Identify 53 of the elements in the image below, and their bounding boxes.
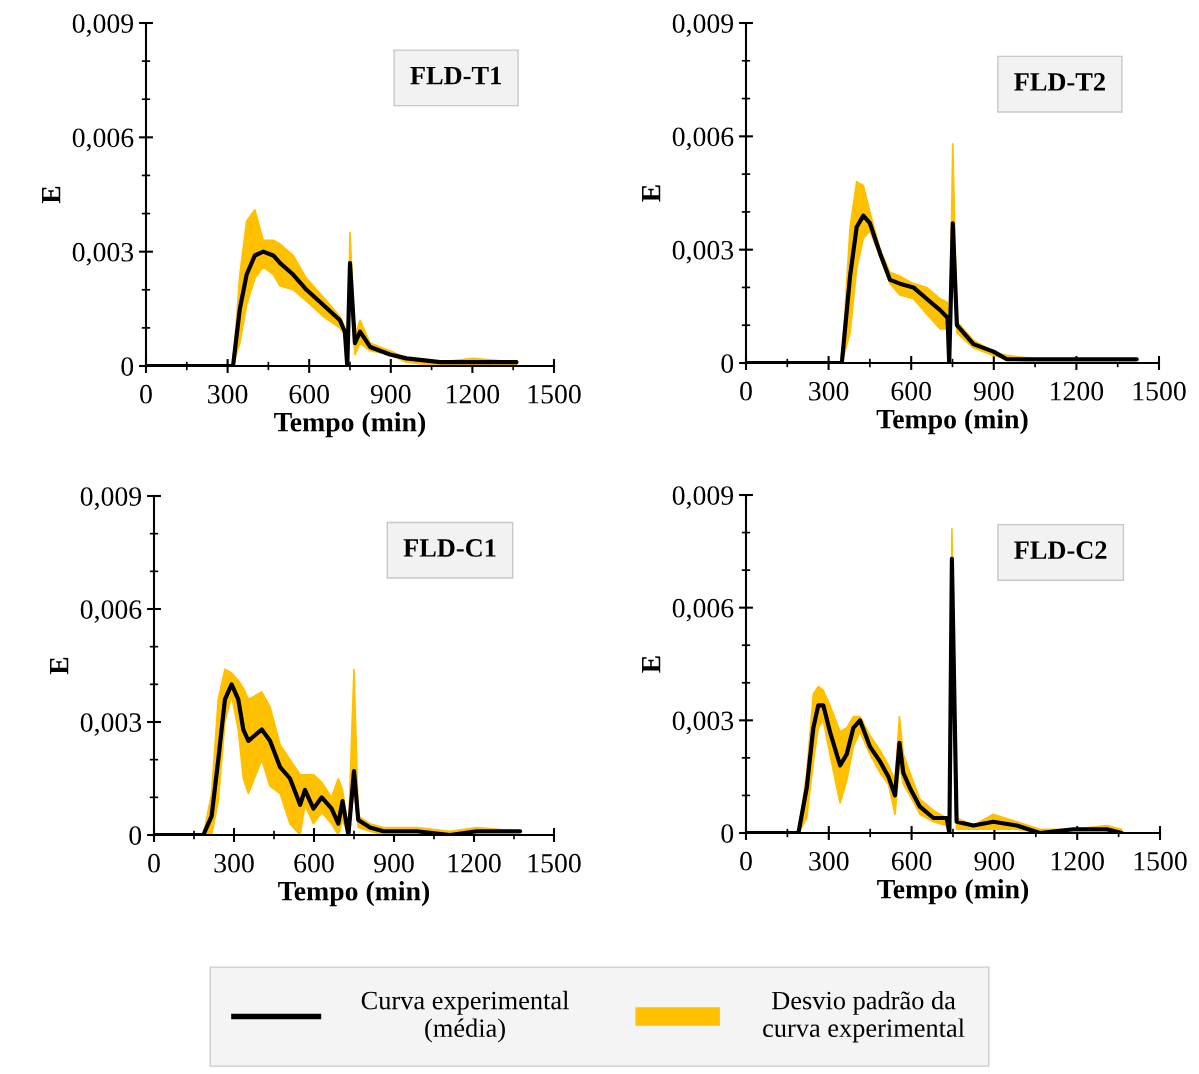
x-tick-label: 600 xyxy=(289,384,329,404)
x-tick-label: 300 xyxy=(208,384,248,404)
y-tick-label: 0,003 xyxy=(80,713,142,736)
y-axis-title: E xyxy=(50,657,69,675)
legend-label: Curva experimental (média) xyxy=(361,990,569,1043)
x-tick-label: 300 xyxy=(809,381,849,401)
x-tick-label: 300 xyxy=(809,851,849,871)
x-tick-label: 900 xyxy=(974,851,1015,871)
y-tick-label: 0,003 xyxy=(72,242,134,266)
y-tick-label: 0,006 xyxy=(72,128,134,152)
x-tick-label: 1200 xyxy=(1051,851,1104,871)
x-tick-label: 600 xyxy=(294,853,334,873)
x-tick-label: 1200 xyxy=(448,853,501,873)
y-tick-label: 0 xyxy=(121,357,134,376)
x-tick-label: 900 xyxy=(973,381,1014,401)
x-axis-title: Tempo (min) xyxy=(274,412,426,438)
y-tick-label: 0,009 xyxy=(672,486,734,509)
x-tick-label: 1500 xyxy=(1133,381,1186,401)
y-tick-label: 0,009 xyxy=(72,14,134,37)
text: Desvio padrão da curva experimental xyxy=(763,990,965,1043)
annotation: FLD-C2 xyxy=(1014,541,1107,560)
x-tick-label: 1200 xyxy=(1051,381,1104,401)
y-axis-title: E xyxy=(642,185,661,202)
x-axis-title: Tempo (min) xyxy=(876,409,1028,435)
y-tick-label: 0,003 xyxy=(672,240,734,264)
x-axis-title: Tempo (min) xyxy=(877,879,1029,905)
y-tick-label: 0,009 xyxy=(672,14,734,37)
x-tick-label: 0 xyxy=(148,853,160,873)
annotation: FLD-T1 xyxy=(410,66,501,85)
y-tick-label: 0,009 xyxy=(80,487,142,510)
x-tick-label: 1500 xyxy=(528,384,581,404)
x-tick-label: 1500 xyxy=(1134,851,1187,871)
y-tick-label: 0,006 xyxy=(672,127,734,151)
annotation: FLD-C1 xyxy=(403,539,496,557)
y-tick-label: 0 xyxy=(721,354,734,373)
x-tick-label: 600 xyxy=(891,851,932,871)
y-tick-label: 0,006 xyxy=(672,598,734,622)
y-tick-label: 0,006 xyxy=(80,600,142,623)
x-tick-label: 1200 xyxy=(447,384,500,404)
y-axis-title: E xyxy=(42,186,61,204)
y-axis-title: E xyxy=(642,656,661,673)
x-tick-label: 1500 xyxy=(528,853,581,873)
x-axis-title: Tempo (min) xyxy=(278,881,430,907)
x-tick-label: 300 xyxy=(214,853,254,873)
y-tick-label: 0,003 xyxy=(672,711,734,735)
x-tick-label: 900 xyxy=(370,384,411,404)
x-tick-label: 0 xyxy=(740,381,752,401)
y-tick-label: 0 xyxy=(129,826,142,845)
x-tick-label: 600 xyxy=(891,381,931,401)
annotation: FLD-T2 xyxy=(1014,73,1105,91)
x-tick-label: 900 xyxy=(374,853,414,873)
x-tick-label: 0 xyxy=(740,851,752,871)
y-tick-label: 0 xyxy=(721,824,734,843)
